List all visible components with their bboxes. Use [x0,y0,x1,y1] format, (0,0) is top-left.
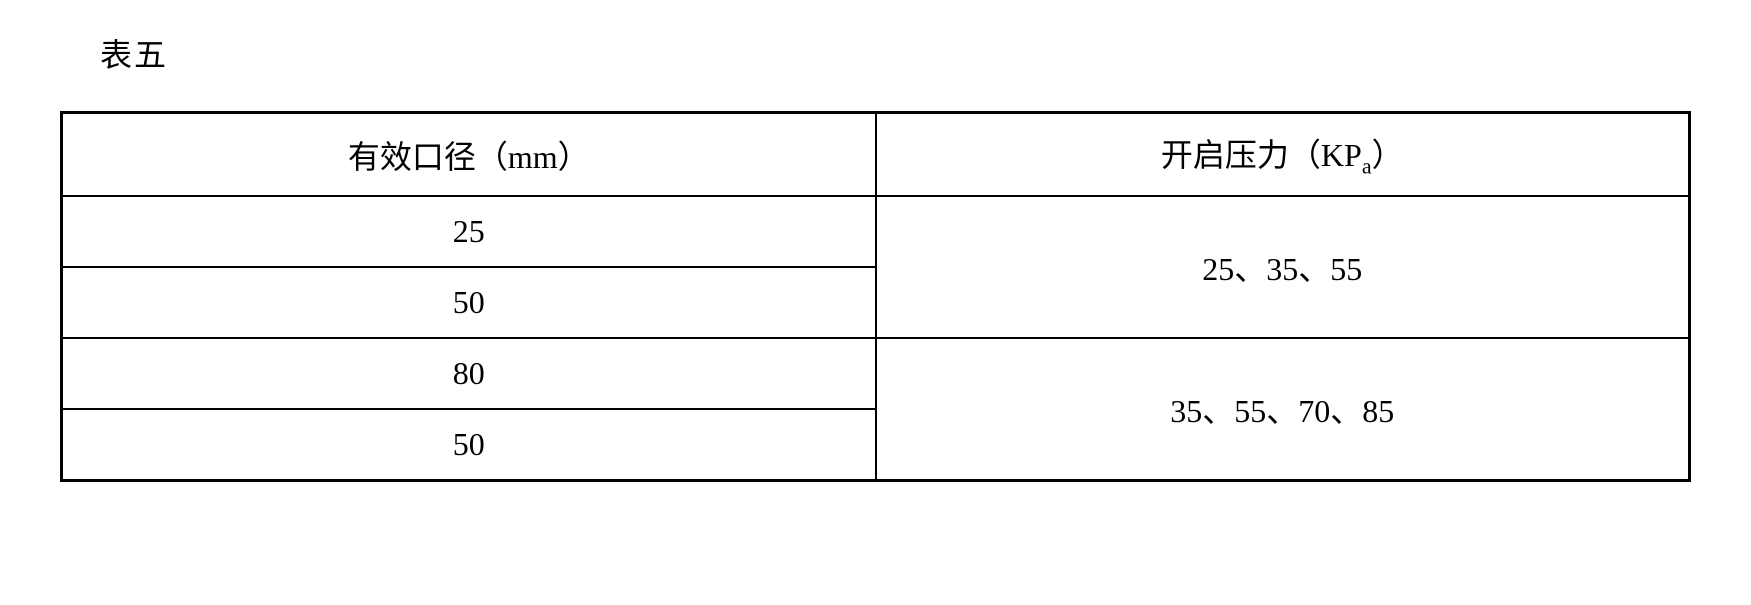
table-row: 25 25、35、55 [62,196,1690,267]
header-opening-pressure-suffix: ） [1372,137,1404,173]
table-caption: 表五 [100,30,1691,76]
table-row: 80 35、55、70、85 [62,338,1690,409]
cell-pressure: 25、35、55 [876,196,1690,338]
cell-diameter: 80 [62,338,876,409]
cell-diameter: 25 [62,196,876,267]
table-header-row: 有效口径（mm） 开启压力（KPa） [62,113,1690,197]
cell-diameter: 50 [62,409,876,481]
header-effective-diameter: 有效口径（mm） [62,113,876,197]
data-table: 有效口径（mm） 开启压力（KPa） 25 25、35、55 50 80 35、… [60,111,1691,482]
cell-diameter: 50 [62,267,876,338]
header-opening-pressure: 开启压力（KPa） [876,113,1690,197]
header-opening-pressure-subscript: a [1362,153,1372,178]
header-opening-pressure-prefix: 开启压力（KP [1161,137,1362,173]
cell-pressure: 35、55、70、85 [876,338,1690,481]
